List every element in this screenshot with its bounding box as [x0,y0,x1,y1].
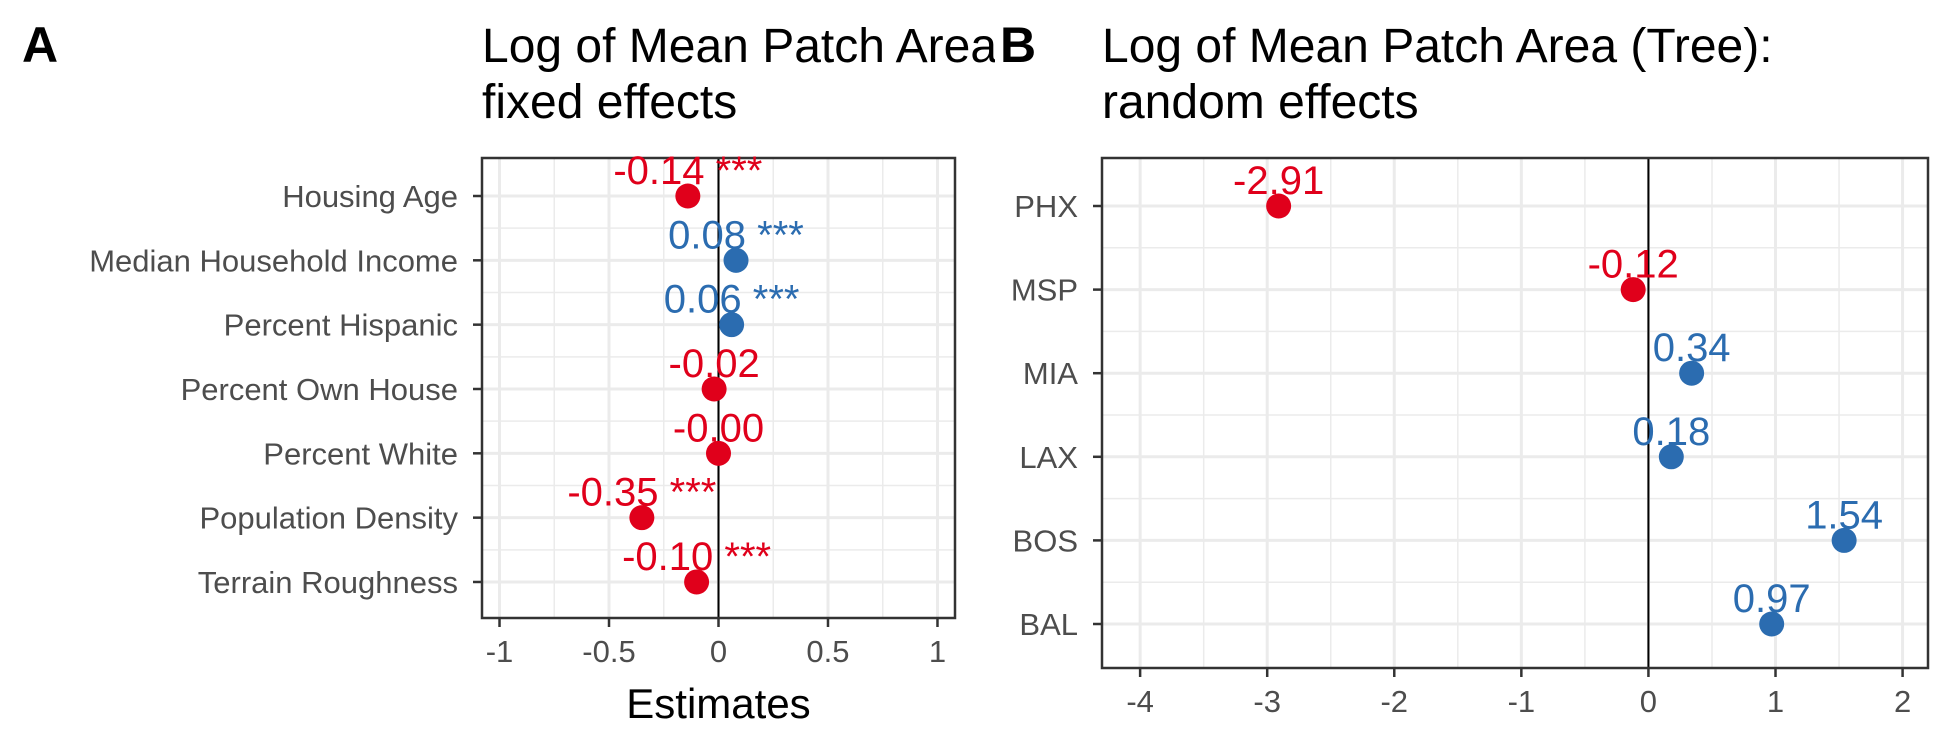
x-tick-label: 1 [929,634,946,669]
x-tick-label: -0.5 [582,634,635,669]
x-tick-label: -4 [1126,684,1154,719]
x-tick-label: -1 [486,634,514,669]
x-tick-label: 0 [710,634,727,669]
y-tick-label: Population Density [200,501,459,536]
x-tick-label: 1 [1767,684,1784,719]
panel-a: A Log of Mean Patch Area (Tree):fixed eff… [22,17,1153,727]
data-label: -0.35 *** [567,471,716,515]
data-point [706,440,731,466]
y-tick-label: LAX [1019,440,1078,475]
data-point [1266,193,1292,219]
data-point [1658,444,1684,470]
y-tick-label: Median Household Income [89,243,458,278]
data-point [1620,277,1646,303]
chart-title-line: Log of Mean Patch Area (Tree): [482,20,1153,73]
panel-b: B Log of Mean Patch Area (Tree):random ef… [1000,17,1930,719]
plot-border [1100,156,1930,670]
y-tick-label: BOS [1013,523,1078,558]
data-label: 1.54 [1805,493,1883,537]
data-label: -2.91 [1233,159,1324,203]
chart-title-line: fixed effects [482,76,737,129]
y-tick-label: Terrain Roughness [198,565,458,600]
data-label: 0.08 *** [668,213,804,257]
x-tick-label: -1 [1508,684,1536,719]
chart-title-line: random effects [1102,76,1419,129]
data-label: -0.14 *** [613,149,762,193]
x-tick-label: -3 [1253,684,1281,719]
y-tick-label: Percent Own House [181,372,458,407]
panel-letter: A [22,17,58,73]
data-label: -0.02 [669,342,760,386]
data-point [723,247,749,273]
panel-letter: B [1000,17,1036,73]
data-point [1831,527,1857,553]
chart-title-line: Log of Mean Patch Area (Tree): [1102,20,1773,73]
y-tick-label: Housing Age [282,179,458,214]
data-point [675,183,701,209]
y-tick-label: Percent Hispanic [224,308,458,343]
data-point [629,505,655,531]
data-label: 0.97 [1733,577,1811,621]
data-point [1759,611,1785,637]
data-label: 0.34 [1653,326,1731,370]
data-label: -0.10 *** [622,535,771,579]
data-point [684,569,710,595]
x-tick-label: 0 [1640,684,1657,719]
y-tick-label: PHX [1014,189,1078,224]
data-label: -0.12 [1588,243,1679,287]
y-tick-label: Percent White [263,436,458,471]
y-tick-label: MSP [1011,273,1078,308]
x-tick-label: -2 [1380,684,1408,719]
x-tick-label: 0.5 [806,634,849,669]
data-point [719,312,745,338]
data-label: -0.00 [673,406,764,450]
y-tick-label: BAL [1019,607,1078,642]
chart-title: Log of Mean Patch Area (Tree):fixed effe… [482,20,1153,129]
data-point [1679,360,1705,386]
chart-title: Log of Mean Patch Area (Tree):random eff… [1102,20,1773,129]
data-label: 0.18 [1632,410,1710,454]
x-axis-label: Estimates [626,680,810,727]
y-tick-label: MIA [1023,356,1078,391]
x-tick-label: 2 [1894,684,1911,719]
data-label: 0.06 *** [664,278,800,322]
data-point [701,376,727,402]
